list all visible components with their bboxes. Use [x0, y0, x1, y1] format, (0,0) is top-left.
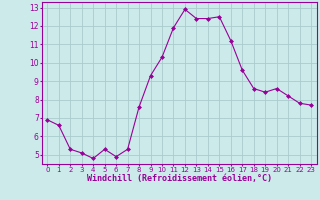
X-axis label: Windchill (Refroidissement éolien,°C): Windchill (Refroidissement éolien,°C)	[87, 174, 272, 183]
